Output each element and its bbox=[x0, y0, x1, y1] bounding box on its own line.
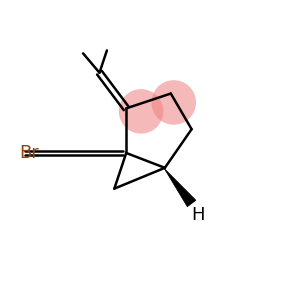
Polygon shape bbox=[164, 168, 196, 207]
Text: Br: Br bbox=[19, 144, 39, 162]
Circle shape bbox=[152, 80, 196, 125]
Circle shape bbox=[119, 89, 164, 134]
Text: H: H bbox=[191, 206, 204, 224]
